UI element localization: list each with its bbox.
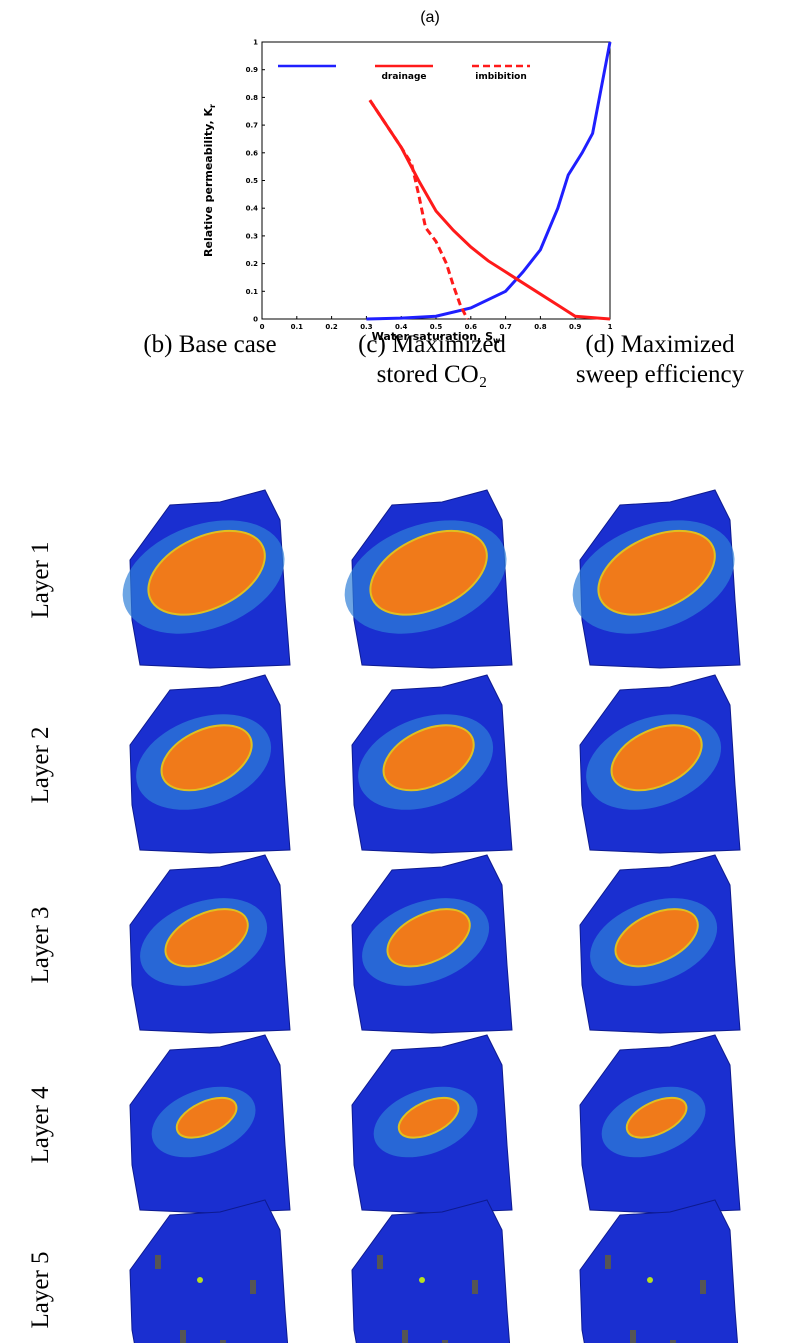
layer-image (129, 674, 291, 854)
layer-image (351, 854, 513, 1034)
y-tick-label: 0 (253, 316, 258, 324)
row-label: Layer 2 (27, 726, 54, 803)
layer-image (351, 1199, 511, 1343)
plume (164, 908, 249, 968)
y-axis-label-sub: r (208, 104, 217, 108)
column-header: (d) Maximized (585, 331, 735, 358)
y-axis-label: Relative permeability, Kr (202, 104, 217, 257)
layer-image (344, 489, 513, 669)
well (155, 1255, 161, 1269)
x-tick-label: 0.9 (569, 323, 582, 331)
column-header: stored CO₂ (377, 361, 488, 388)
layer-image (129, 1034, 291, 1214)
legend-label: imbibition (475, 72, 527, 82)
y-tick-label: 0.3 (246, 232, 259, 240)
x-tick-label: 0.3 (360, 323, 373, 331)
well (220, 1340, 226, 1343)
layer-image (579, 674, 741, 854)
well (700, 1280, 706, 1294)
well (402, 1330, 408, 1343)
layer-image (579, 854, 741, 1034)
plume (386, 908, 471, 968)
well (472, 1280, 478, 1294)
x-tick-label: 0.5 (430, 323, 443, 331)
layer-image (351, 674, 513, 854)
x-tick-label: 0.6 (465, 323, 478, 331)
well (630, 1330, 636, 1343)
layer-image (572, 489, 741, 669)
well (442, 1340, 448, 1343)
plume (147, 529, 266, 616)
x-axis-label-text: Water saturation, S (372, 330, 493, 343)
plume-dot (197, 1277, 203, 1283)
well (180, 1330, 186, 1343)
y-tick-label: 0.8 (246, 94, 259, 102)
plume (597, 529, 716, 616)
y-tick-label: 0.5 (246, 177, 259, 185)
well (250, 1280, 256, 1294)
plume-dot (647, 1277, 653, 1283)
plume (614, 908, 699, 968)
y-tick-label: 0.9 (246, 66, 259, 74)
plume-dot (419, 1277, 425, 1283)
plume (610, 724, 703, 792)
row-label: Layer 3 (27, 906, 54, 983)
plume (625, 1096, 688, 1139)
column-header: (c) Maximized (358, 331, 506, 358)
layer-image (351, 1034, 513, 1214)
plume (382, 724, 475, 792)
layer-image (129, 1199, 289, 1343)
y-axis-label-text: Relative permeability, K (202, 107, 215, 256)
layer-image (579, 1199, 739, 1343)
well (670, 1340, 676, 1343)
y-tick-label: 0.6 (246, 149, 259, 157)
y-tick-label: 0.2 (246, 260, 259, 268)
plume (175, 1096, 238, 1139)
well (605, 1255, 611, 1269)
plume (369, 529, 488, 616)
x-tick-label: 0.1 (291, 323, 304, 331)
layer-image (579, 1034, 741, 1214)
y-tick-label: 0.4 (246, 205, 259, 213)
reservoir-grid (579, 1199, 739, 1343)
plot-frame (261, 41, 611, 320)
y-tick-label: 0.7 (246, 122, 259, 130)
x-tick-label: 0.2 (325, 323, 338, 331)
plume (160, 724, 253, 792)
y-tick-label: 1 (253, 39, 258, 47)
chart-title: (a) (420, 9, 440, 26)
series-line (368, 99, 469, 320)
x-tick-label: 0 (260, 323, 265, 331)
series-line (366, 41, 612, 321)
layer-image (122, 489, 291, 669)
column-header: (b) Base case (143, 331, 276, 358)
row-label: Layer 5 (27, 1251, 54, 1328)
x-tick-label: 0.4 (395, 323, 408, 331)
x-tick-label: 0.7 (499, 323, 512, 331)
row-label: Layer 4 (27, 1086, 54, 1164)
column-header: sweep efficiency (576, 361, 745, 388)
row-label: Layer 1 (27, 541, 54, 618)
x-tick-label: 0.8 (534, 323, 547, 331)
reservoir-grid (129, 1199, 289, 1343)
x-axis-label-sub: w (493, 336, 501, 345)
y-tick-label: 0.1 (246, 288, 259, 296)
x-tick-label: 1 (608, 323, 613, 331)
x-axis-label: Water saturation, Sw (372, 330, 501, 345)
legend-label: drainage (381, 72, 426, 82)
layer-image (129, 854, 291, 1034)
series-line (368, 99, 611, 321)
plume (397, 1096, 460, 1139)
reservoir-grid (351, 1199, 511, 1343)
well (377, 1255, 383, 1269)
